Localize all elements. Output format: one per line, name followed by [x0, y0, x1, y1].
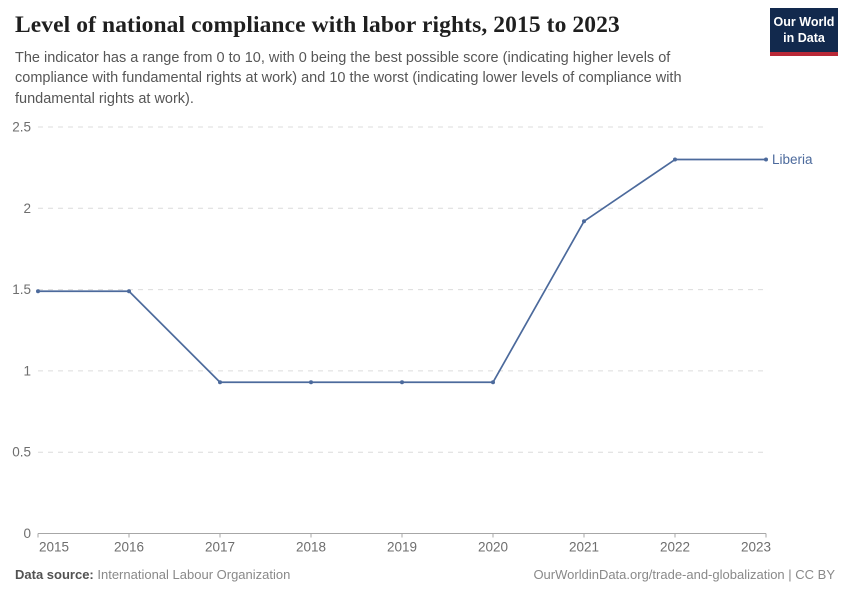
data-point[interactable] [309, 380, 313, 385]
x-tick-label: 2015 [39, 540, 69, 555]
x-tick-label: 2022 [660, 540, 690, 555]
data-point[interactable] [491, 380, 495, 385]
chart-footer: Data source: International Labour Organi… [15, 567, 835, 582]
line-chart[interactable]: 0 0.5 1 1.5 2 2.5 2015 2016 2017 2018 2019 2020 2021… [0, 112, 850, 562]
attribution-link[interactable]: OurWorldinData.org/trade-and-globalizati… [533, 567, 835, 582]
data-point[interactable] [582, 219, 586, 224]
data-source-value: International Labour Organization [97, 567, 291, 582]
x-tick-label: 2023 [741, 540, 771, 555]
x-tick-label: 2016 [114, 540, 144, 555]
data-source: Data source: International Labour Organi… [15, 567, 290, 582]
owid-logo-line2: in Data [783, 30, 825, 45]
page-title: Level of national compliance with labor … [15, 12, 620, 38]
owid-logo-line1: Our World [773, 15, 835, 29]
data-point[interactable] [764, 157, 768, 162]
x-tick-label: 2021 [569, 540, 599, 555]
data-point[interactable] [673, 157, 677, 162]
series-line[interactable] [38, 158, 766, 384]
chart-subtitle: The indicator has a range from 0 to 10, … [15, 50, 682, 107]
data-source-label: Data source: [15, 567, 94, 582]
y-tick-label: 2.5 [12, 120, 31, 135]
series-end-label[interactable]: Liberia [772, 152, 813, 167]
x-tick-label: 2020 [478, 540, 508, 555]
data-point[interactable] [36, 289, 40, 294]
data-point[interactable] [218, 380, 222, 385]
y-tick-label: 2 [23, 201, 31, 216]
y-tick-label: 0.5 [12, 445, 31, 460]
y-tick-label: 1 [23, 363, 31, 378]
chart-header: Level of national compliance with labor … [15, 8, 838, 109]
owid-logo[interactable]: Our World in Data [770, 8, 838, 57]
x-tick-label: 2017 [205, 540, 235, 555]
x-tick-label: 2019 [387, 540, 417, 555]
data-point[interactable] [127, 289, 131, 294]
data-point[interactable] [400, 380, 404, 385]
y-tick-label: 1.5 [12, 282, 31, 297]
y-tick-label: 0 [23, 526, 31, 541]
x-tick-label: 2018 [296, 540, 326, 555]
